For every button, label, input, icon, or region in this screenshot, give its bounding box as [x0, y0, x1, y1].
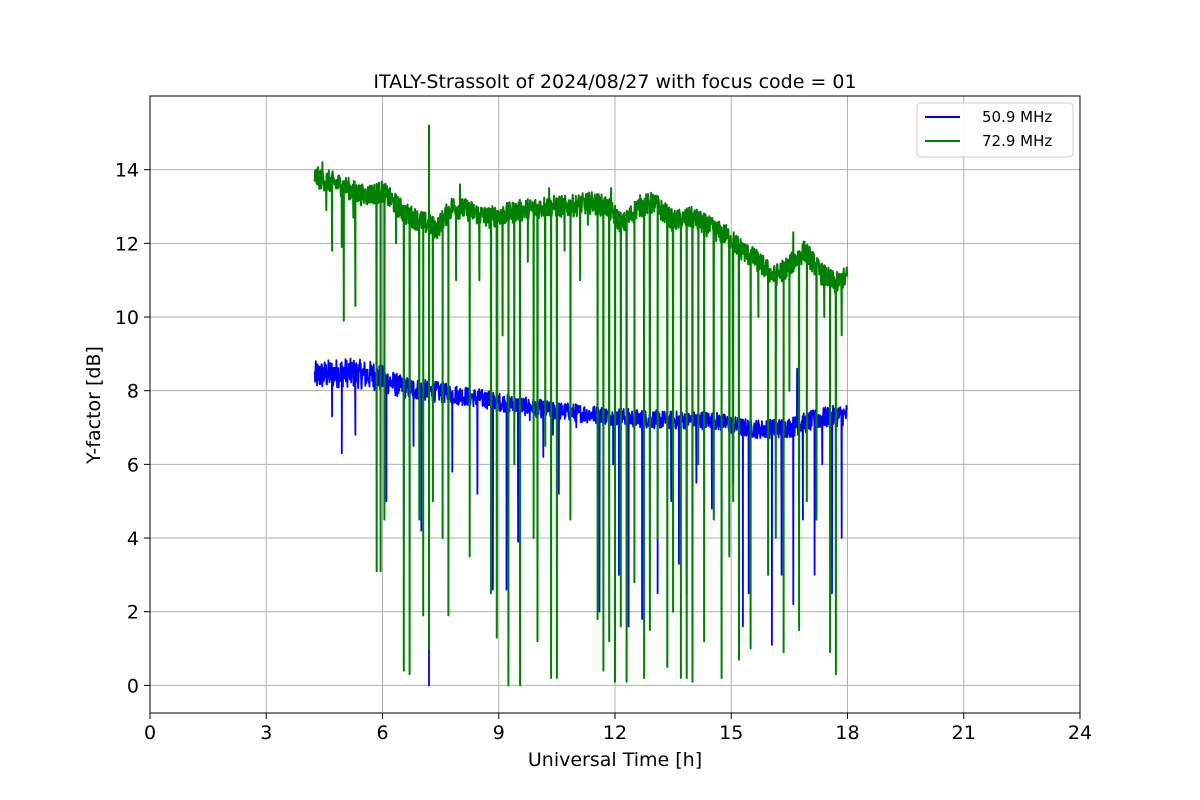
x-tick-label: 6 [376, 722, 388, 744]
legend-label-72-9: 72.9 MHz [982, 132, 1052, 150]
y-tick-label: 6 [127, 454, 139, 476]
y-tick-label: 0 [127, 675, 139, 697]
y-tick-label: 10 [115, 307, 139, 329]
legend: 50.9 MHz 72.9 MHz [916, 102, 1074, 158]
x-tick-label: 15 [719, 722, 743, 744]
x-tick-label: 0 [144, 722, 156, 744]
y-axis: 0 2 4 6 8 10 12 14 [115, 160, 150, 697]
x-tick-label: 12 [603, 722, 627, 744]
y-tick-label: 14 [115, 160, 139, 182]
y-tick-label: 4 [127, 528, 139, 550]
y-tick-label: 8 [127, 381, 139, 403]
y-axis-label: Y-factor [dB] [83, 346, 105, 465]
x-tick-label: 3 [260, 722, 272, 744]
y-tick-label: 2 [127, 602, 139, 624]
x-axis: 0 3 6 9 12 15 18 21 24 [144, 713, 1092, 744]
x-tick-label: 18 [835, 722, 859, 744]
x-tick-label: 24 [1068, 722, 1092, 744]
chart-title: ITALY-Strassolt of 2024/08/27 with focus… [373, 71, 856, 93]
x-tick-label: 9 [493, 722, 505, 744]
x-tick-label: 21 [952, 722, 976, 744]
y-tick-label: 12 [115, 233, 139, 255]
x-axis-label: Universal Time [h] [528, 749, 702, 771]
series-line-72-9-mhz [313, 124, 849, 687]
plot-area [313, 124, 849, 687]
legend-label-50-9: 50.9 MHz [982, 108, 1052, 126]
